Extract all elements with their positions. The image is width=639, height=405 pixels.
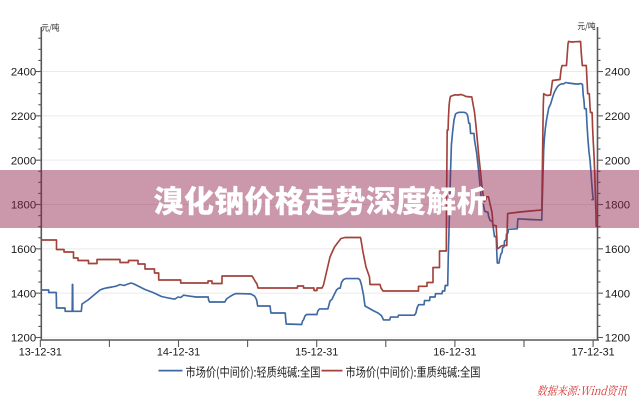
svg-text:15-12-31: 15-12-31 xyxy=(295,346,338,358)
svg-text:13-12-31: 13-12-31 xyxy=(19,346,62,358)
svg-text:16-12-31: 16-12-31 xyxy=(433,346,476,358)
svg-text:1800: 1800 xyxy=(605,200,630,212)
svg-text:2200: 2200 xyxy=(605,111,630,123)
svg-text:17-12-31: 17-12-31 xyxy=(571,346,614,358)
svg-text:2200: 2200 xyxy=(11,111,36,123)
svg-text:1400: 1400 xyxy=(605,288,630,300)
svg-text:1400: 1400 xyxy=(11,288,36,300)
svg-text:1200: 1200 xyxy=(605,333,630,345)
svg-text:2400: 2400 xyxy=(605,67,630,79)
svg-text:1600: 1600 xyxy=(605,244,630,256)
svg-text:2000: 2000 xyxy=(605,155,630,167)
svg-text:14-12-31: 14-12-31 xyxy=(157,346,200,358)
svg-text:2400: 2400 xyxy=(11,67,36,79)
svg-text:2000: 2000 xyxy=(11,155,36,167)
svg-text:1600: 1600 xyxy=(11,244,36,256)
svg-text:1800: 1800 xyxy=(11,200,36,212)
svg-text:1200: 1200 xyxy=(11,333,36,345)
